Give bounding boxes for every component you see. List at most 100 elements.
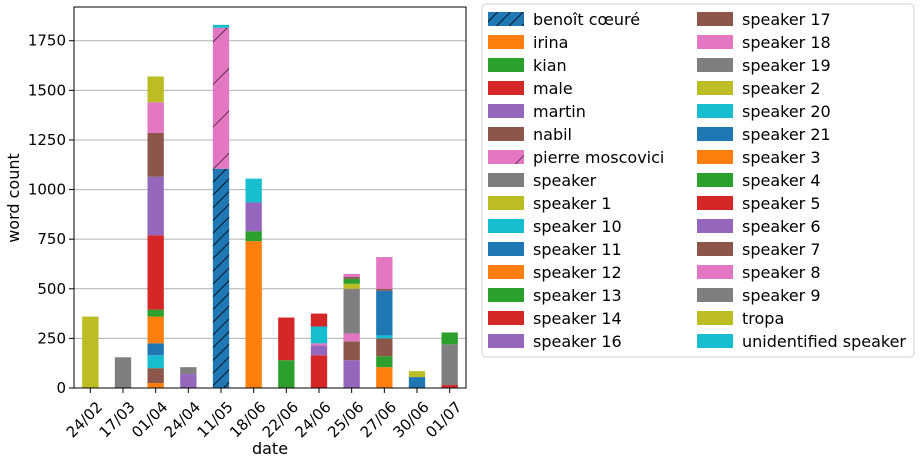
bar-segment (147, 309, 164, 317)
y-tick-label: 0 (56, 379, 66, 397)
bar-segment (245, 231, 262, 242)
legend-entry: speaker 13 (488, 286, 622, 305)
legend-label: speaker 1 (533, 194, 612, 213)
bar-segment (147, 235, 164, 310)
bar-segment (343, 288, 360, 334)
y-axis-ticks: 0 250 500 750 1000 1250 1500 1750 (28, 32, 74, 397)
legend-label: martin (533, 102, 586, 121)
bar-segment (310, 326, 328, 344)
legend-swatch (697, 288, 733, 302)
legend-entry: martin (488, 102, 586, 121)
legend-label: speaker 18 (742, 33, 831, 52)
legend-swatch (697, 265, 733, 279)
legend-swatch (697, 242, 733, 256)
bar-segment (212, 168, 230, 388)
bars (82, 24, 458, 388)
legend-entry: speaker 7 (697, 240, 821, 259)
bar-segment (180, 367, 197, 375)
x-tick-label: 24/04 (161, 398, 204, 441)
legend-label: speaker 20 (742, 102, 831, 121)
legend-entry: speaker 8 (697, 263, 821, 282)
legend-swatch (488, 81, 524, 95)
legend-swatch (488, 242, 524, 256)
legend-entry: speaker 21 (697, 125, 831, 144)
x-tick-label: 22/06 (259, 398, 302, 441)
bar-segment (310, 313, 328, 327)
legend-label: speaker 9 (742, 286, 821, 305)
legend-entry: speaker 5 (697, 194, 821, 213)
bar-segment (212, 27, 230, 169)
legend-entry: benoît cœuré (488, 10, 640, 29)
y-tick-label: 1750 (28, 32, 66, 50)
legend-entry: speaker 18 (697, 33, 831, 52)
legend-swatch (697, 35, 733, 49)
legend-swatch (488, 265, 524, 279)
x-tick-label: 25/06 (324, 398, 367, 441)
x-tick-label: 17/03 (95, 398, 138, 441)
legend-label: speaker 5 (742, 194, 821, 213)
legend-swatch (697, 104, 733, 118)
legend-swatch (488, 219, 524, 233)
legend-label: speaker 2 (742, 79, 821, 98)
legend-swatch (488, 35, 524, 49)
bar-segment (147, 133, 164, 177)
legend-swatch (488, 196, 524, 210)
bar-segment (147, 176, 164, 236)
y-axis-label: word count (4, 153, 23, 243)
x-tick-label: 11/05 (193, 398, 236, 441)
legend-swatch (697, 196, 733, 210)
legend-entry: tropa (697, 309, 784, 328)
bar-segment (343, 278, 360, 284)
legend-entry: speaker 1 (488, 194, 612, 213)
bar-segment (441, 344, 458, 386)
axes (73, 6, 467, 389)
legend-entry: speaker 14 (488, 309, 622, 328)
bar-segment (343, 276, 360, 279)
bar-segment (343, 341, 360, 361)
bar-segment (343, 283, 360, 289)
bar-segment (343, 360, 360, 388)
bar-segment (245, 202, 262, 232)
legend: benoît cœuré irina kian male martin nabil pier… (481, 3, 915, 358)
legend-swatch (697, 311, 733, 325)
bar-segment (310, 345, 328, 356)
x-axis-ticks: 24/0217/0301/0424/0411/0518/0622/0624/06… (63, 388, 465, 441)
legend-swatch (697, 219, 733, 233)
bar-segment (147, 316, 164, 344)
bar-segment (376, 335, 393, 339)
legend-entry: speaker 6 (697, 217, 821, 236)
legend-swatch (697, 173, 733, 187)
bar-segment (180, 374, 197, 388)
legend-swatch (488, 288, 524, 302)
legend-label: speaker 14 (533, 309, 622, 328)
legend-label: unidentified speaker (742, 332, 906, 351)
bar-segment (376, 288, 393, 291)
bar-segment (376, 367, 393, 388)
bar-segment (376, 356, 393, 368)
legend-entry: kian (488, 56, 567, 75)
bar-segment (343, 273, 360, 277)
legend-swatch (697, 12, 733, 26)
legend-entry: male (488, 79, 573, 98)
y-tick-label: 750 (37, 230, 66, 248)
legend-entry: irina (488, 33, 568, 52)
legend-label: nabil (533, 125, 572, 144)
legend-entry: nabil (488, 125, 572, 144)
x-tick-label: 18/06 (226, 398, 269, 441)
y-tick-label: 1250 (28, 131, 66, 149)
legend-entry: speaker (488, 171, 597, 190)
legend-label: speaker 13 (533, 286, 622, 305)
bar-segment (376, 290, 393, 336)
legend-label: speaker 6 (742, 217, 821, 236)
legend-label: irina (533, 33, 568, 52)
legend-entry: speaker 10 (488, 217, 622, 236)
legend-entry: speaker 12 (488, 263, 622, 282)
legend-entry: speaker 3 (697, 148, 821, 167)
legend-entry: speaker 16 (488, 332, 622, 351)
legend-swatch (488, 173, 524, 187)
legend-entry: speaker 17 (697, 10, 831, 29)
legend-label: speaker 8 (742, 263, 821, 282)
legend-entry: speaker 20 (697, 102, 831, 121)
legend-entry: speaker 2 (697, 79, 821, 98)
